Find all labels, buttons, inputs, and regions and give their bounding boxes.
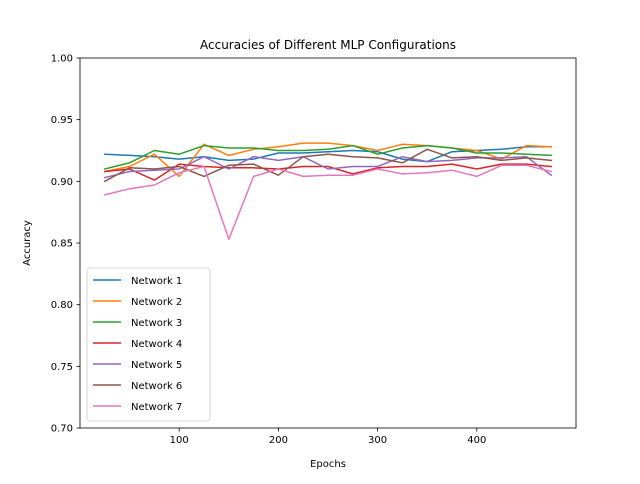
series-line-network-3 — [103, 144, 552, 170]
legend-label: Network 2 — [131, 297, 182, 308]
y-axis-ticks: 0.70 0.75 0.80 0.85 0.90 0.95 1.00 — [51, 54, 80, 435]
legend-label: Network 6 — [131, 381, 182, 392]
legend-label: Network 7 — [131, 402, 182, 413]
y-tick-label: 0.95 — [51, 115, 73, 126]
legend-label: Network 1 — [131, 276, 182, 287]
x-tick-label: 400 — [467, 435, 486, 446]
y-tick-label: 0.90 — [51, 177, 73, 188]
series-line-network-7 — [103, 164, 553, 241]
series-line-network-5 — [103, 155, 553, 179]
series-line-network-2 — [103, 142, 552, 178]
y-tick-label: 1.00 — [51, 54, 73, 65]
y-tick-label: 0.75 — [51, 362, 73, 373]
legend-label: Network 5 — [131, 360, 182, 371]
x-axis-ticks: 100 200 300 400 — [170, 428, 486, 446]
legend-label: Network 4 — [131, 339, 182, 350]
x-axis-label: Epochs — [310, 459, 346, 470]
x-tick-label: 200 — [269, 435, 288, 446]
y-tick-label: 0.85 — [51, 239, 73, 250]
series-line-network-4 — [103, 163, 553, 181]
y-tick-label: 0.70 — [51, 424, 73, 435]
series-line-network-6 — [103, 148, 553, 183]
y-axis-label: Accuracy — [22, 220, 33, 266]
x-tick-label: 300 — [368, 435, 387, 446]
chart-title: Accuracies of Different MLP Configuratio… — [200, 38, 456, 52]
legend-box — [86, 267, 211, 422]
x-tick-label: 100 — [170, 435, 189, 446]
legend: Network 1 Network 2 Network 3 Network 4 Netw… — [86, 267, 211, 422]
legend-label: Network 3 — [131, 318, 182, 329]
y-tick-label: 0.80 — [51, 300, 73, 311]
plot-lines — [103, 142, 553, 241]
